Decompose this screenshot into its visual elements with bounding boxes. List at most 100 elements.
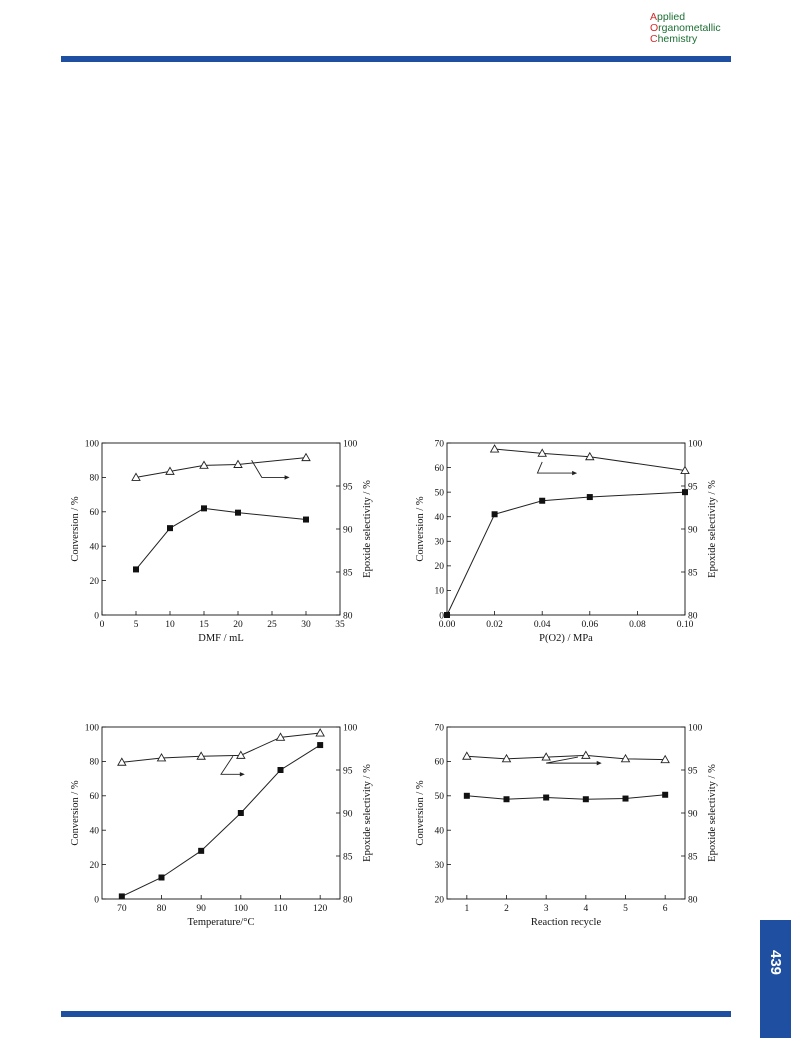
selectivity-point <box>489 444 500 453</box>
conversion-point <box>201 505 207 512</box>
x-tick-label: 5 <box>623 904 628 914</box>
page-tab <box>760 920 791 1038</box>
conversion-point <box>662 791 669 798</box>
conversion-point <box>237 810 244 816</box>
y2-tick-label: 90 <box>688 525 698 535</box>
header-rule <box>61 56 731 62</box>
y2-axis-label: Epoxide selectivity / % <box>707 764 718 862</box>
conversion-point <box>622 795 629 802</box>
y-tick-label: 20 <box>90 577 100 587</box>
x-tick-label: 6 <box>663 904 668 914</box>
y-tick-label: 70 <box>435 439 445 449</box>
x-tick-label: 0.06 <box>581 620 598 630</box>
selectivity-line <box>121 732 321 763</box>
x-tick-label: 100 <box>234 904 249 914</box>
y2-tick-label: 80 <box>343 611 353 621</box>
conversion-line <box>446 491 686 616</box>
selectivity-point <box>156 753 167 762</box>
chart-temperature: 70 80 90 100 110 120 0 20 40 60 80 100 80 85 90 95 100 Te… <box>70 723 373 928</box>
x-tick-label: 1 <box>464 904 469 914</box>
y2-tick-label: 80 <box>343 895 353 905</box>
y-tick-label: 60 <box>90 508 100 518</box>
conversion-point <box>491 511 498 518</box>
x-tick-label: 25 <box>267 620 277 630</box>
journal-logo: Applied Organometallic Chemistry <box>650 12 721 45</box>
y2-tick-label: 95 <box>688 482 698 492</box>
plot-frame <box>101 726 341 900</box>
selectivity-line <box>466 754 666 761</box>
conversion-point <box>463 792 470 799</box>
x-tick-label: 4 <box>583 904 588 914</box>
y-tick-label: 0 <box>94 895 99 905</box>
x-tick-label: 70 <box>117 904 127 914</box>
x-tick-label: 10 <box>165 620 175 630</box>
conversion-line <box>135 507 307 570</box>
y2-axis-label: Epoxide selectivity / % <box>362 764 373 862</box>
y-axis-label: Conversion / % <box>415 496 426 562</box>
conversion-point <box>167 525 173 532</box>
x-tick-label: 0.08 <box>629 620 646 630</box>
selectivity-point <box>301 452 311 462</box>
conversion-line <box>466 794 666 800</box>
x-tick-label: 80 <box>157 904 167 914</box>
axis-arrow <box>220 755 241 775</box>
selectivity-line <box>494 448 686 472</box>
selectivity-point <box>315 728 325 737</box>
conversion-point <box>235 509 241 516</box>
y2-tick-label: 85 <box>688 568 698 578</box>
chart-reaction-recycle: 1 2 3 4 5 6 20 30 40 50 60 70 80 85 90 95 100 Reaction re… <box>415 723 718 928</box>
footer-rule <box>61 1011 731 1017</box>
plot-frame <box>446 442 686 616</box>
y-tick-label: 30 <box>435 538 445 548</box>
y-tick-label: 20 <box>435 895 445 905</box>
x-tick-label: 5 <box>134 620 139 630</box>
x-tick-label: 0.04 <box>534 620 551 630</box>
selectivity-point <box>199 460 209 469</box>
selectivity-point <box>581 750 591 759</box>
selectivity-point <box>233 459 243 468</box>
x-tick-label: 35 <box>335 620 345 630</box>
selectivity-point <box>165 466 175 475</box>
selectivity-point <box>196 751 206 760</box>
plot-frame <box>101 442 341 616</box>
conversion-point <box>133 566 139 573</box>
y2-tick-label: 80 <box>688 611 698 621</box>
y-tick-label: 100 <box>85 723 100 733</box>
x-tick-label: 90 <box>196 904 206 914</box>
y-tick-label: 20 <box>435 562 445 572</box>
axis-arrow <box>536 461 574 474</box>
conversion-point <box>503 796 510 803</box>
x-axis-label: Temperature/°C <box>187 917 254 928</box>
selectivity-point <box>660 754 670 764</box>
conversion-point <box>118 893 125 900</box>
x-tick-label: 0.00 <box>439 620 456 630</box>
conversion-point <box>317 742 324 749</box>
x-tick-label: 30 <box>301 620 311 630</box>
y2-tick-label: 90 <box>343 525 353 535</box>
x-tick-label: 120 <box>313 904 328 914</box>
y-tick-label: 0 <box>94 611 99 621</box>
axis-arrow-head <box>596 760 602 766</box>
axis-arrow <box>251 459 286 478</box>
journal-line-2: Organometallic <box>650 22 721 34</box>
y-tick-label: 20 <box>90 861 100 871</box>
conversion-point <box>543 794 550 801</box>
y2-tick-label: 90 <box>343 809 353 819</box>
y-tick-label: 30 <box>435 861 445 871</box>
y-axis-label: Conversion / % <box>415 780 426 846</box>
y-tick-label: 40 <box>435 513 445 523</box>
axis-arrow <box>546 756 598 764</box>
conversion-point <box>539 497 546 504</box>
y-tick-label: 40 <box>90 543 100 553</box>
x-axis-label: Reaction recycle <box>531 917 602 928</box>
conversion-point <box>277 767 284 773</box>
y2-tick-label: 100 <box>343 723 358 733</box>
y2-tick-label: 100 <box>688 723 703 733</box>
selectivity-point <box>620 753 631 763</box>
conversion-point <box>582 796 589 803</box>
x-tick-label: 20 <box>233 620 243 630</box>
chart-dmf: 0 5 10 15 20 25 30 35 0 20 40 60 80 100 80 85 90 95 100 DMF… <box>70 439 373 644</box>
y-tick-label: 80 <box>90 758 100 768</box>
conversion-point <box>586 494 593 501</box>
selectivity-point <box>236 750 246 759</box>
